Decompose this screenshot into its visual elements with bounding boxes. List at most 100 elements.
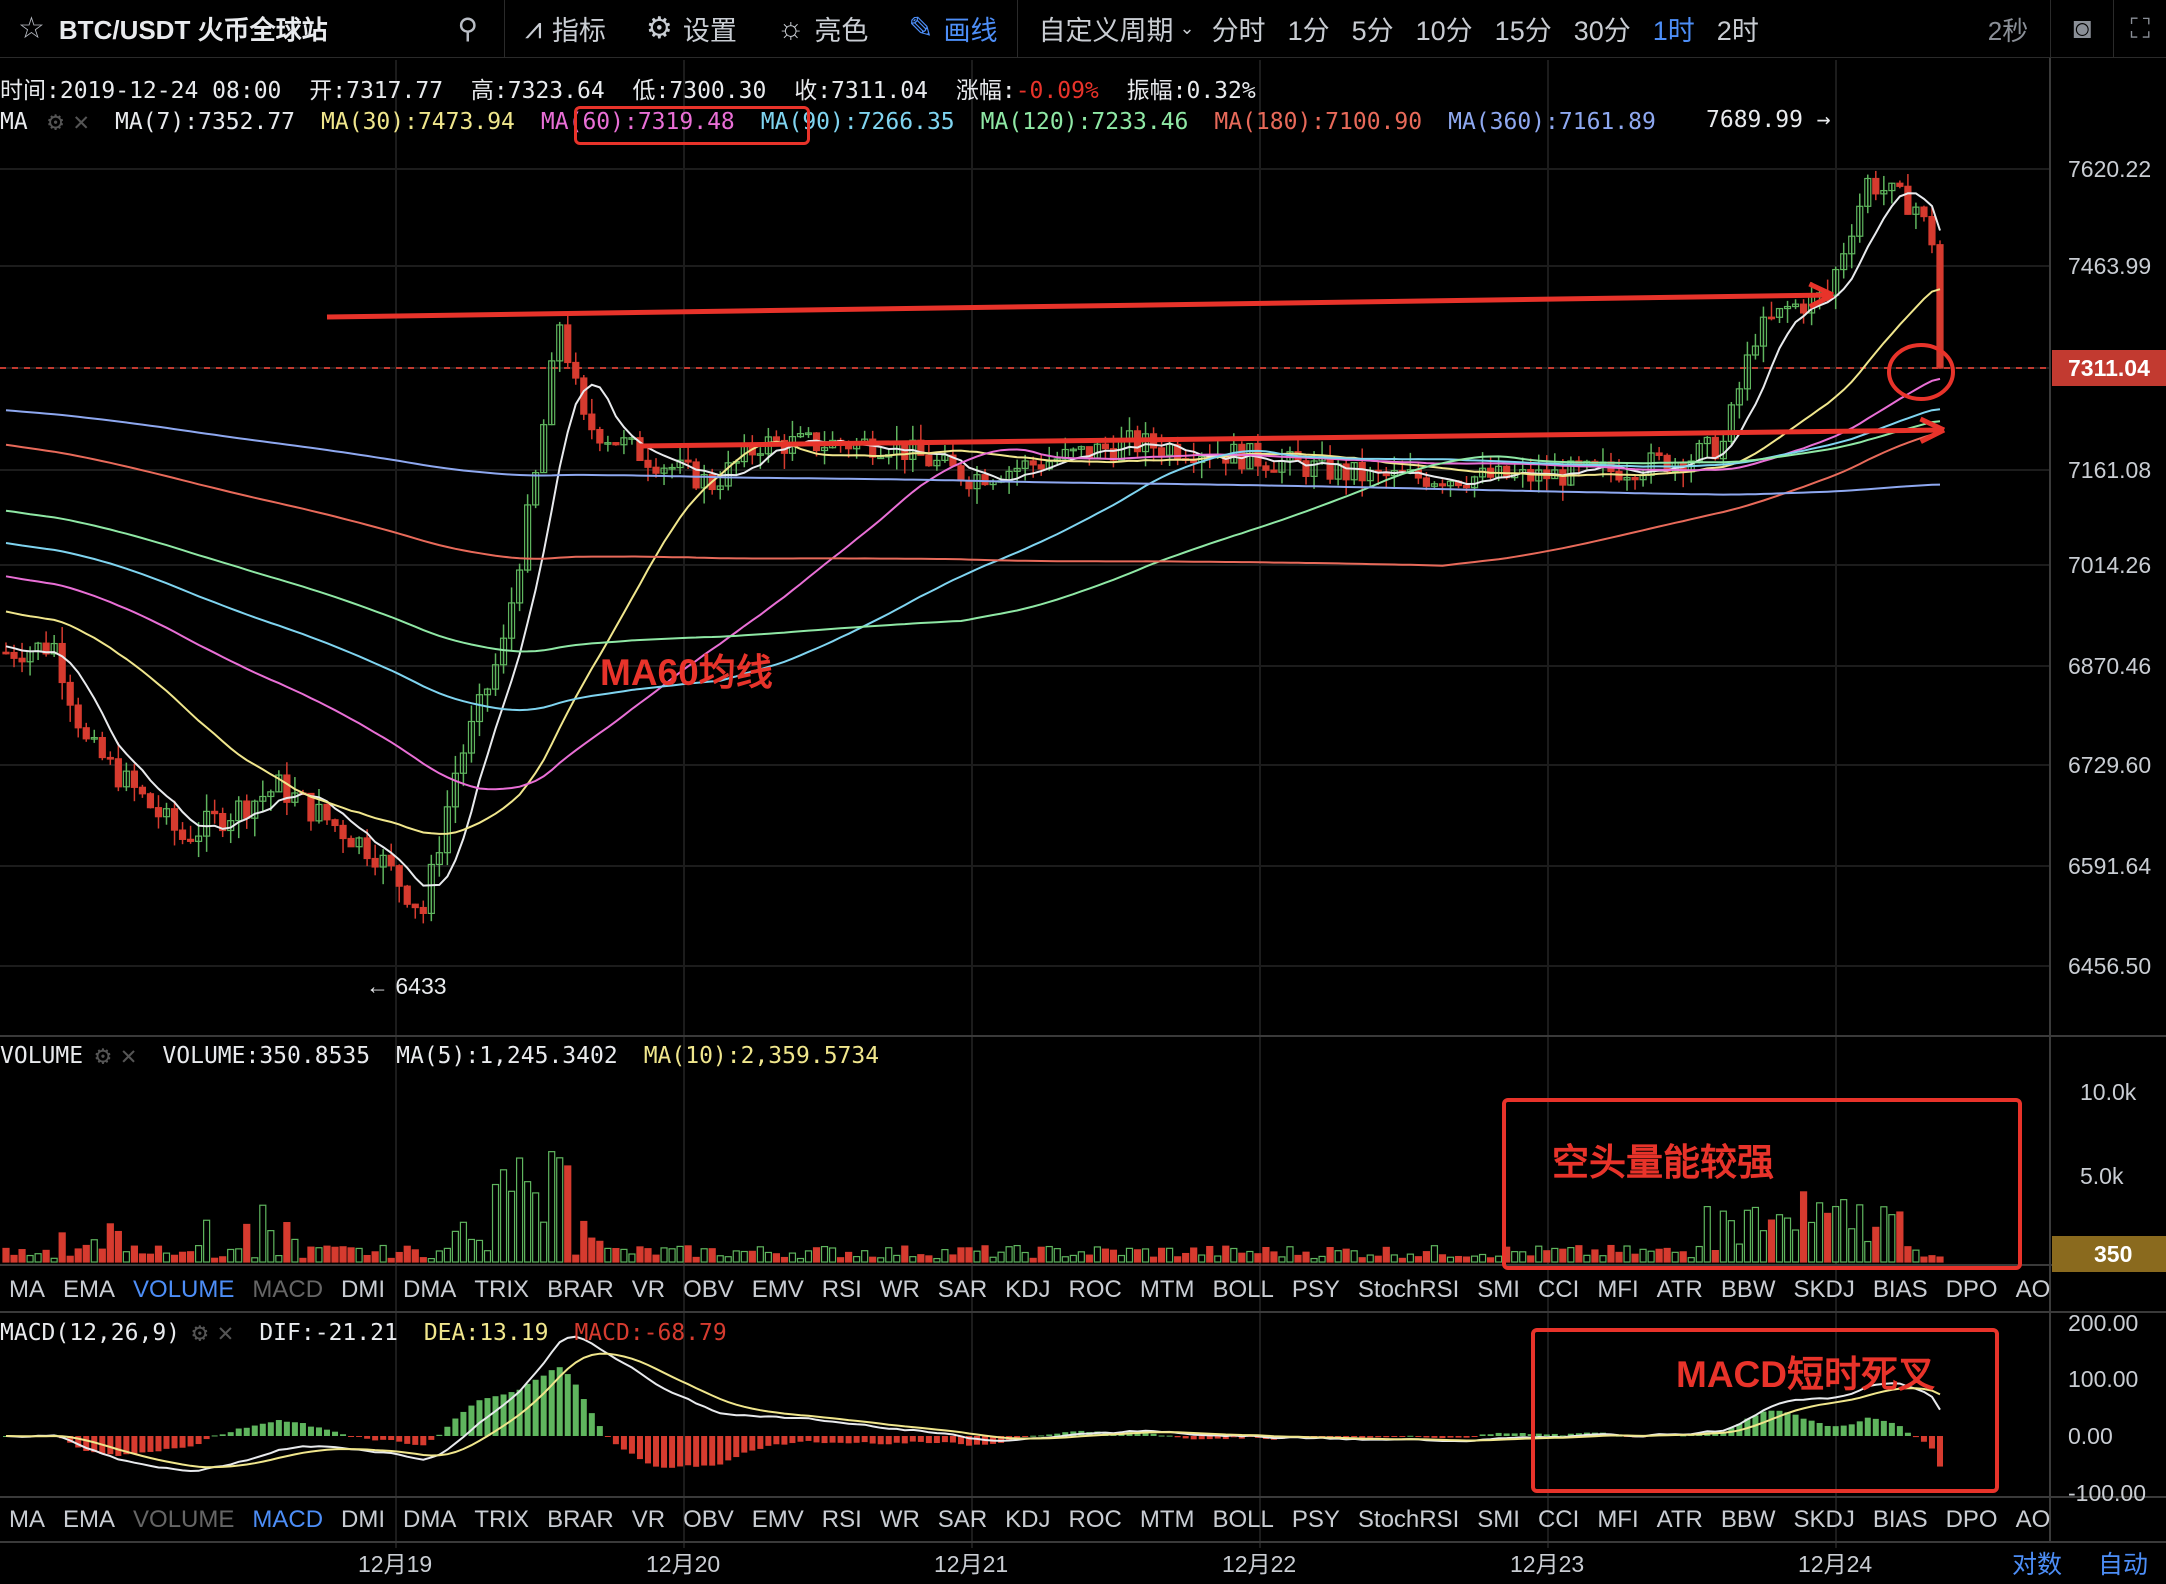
- indicator-tab-bias[interactable]: BIAS: [1872, 1506, 1928, 1533]
- indicator-tab-roc[interactable]: ROC: [1068, 1276, 1122, 1303]
- indicator-tab-dma[interactable]: DMA: [403, 1276, 457, 1303]
- theme-button[interactable]: ☼ 亮色: [757, 0, 889, 58]
- indicator-tab-atr[interactable]: ATR: [1656, 1276, 1703, 1303]
- candle-body: [403, 885, 411, 905]
- period-6[interactable]: 1时: [1652, 16, 1695, 46]
- gear-icon[interactable]: ⚙: [192, 1318, 208, 1348]
- indicator-tab-sar[interactable]: SAR: [937, 1276, 988, 1303]
- indicator-tab-vr[interactable]: VR: [631, 1506, 666, 1533]
- indicator-tab-stochrsi[interactable]: StochRSI: [1357, 1276, 1460, 1303]
- settings-button[interactable]: ⚙ 设置: [626, 0, 757, 58]
- macd-histogram-bar: [1928, 1436, 1935, 1449]
- indicator-tab-ao[interactable]: AO: [2015, 1276, 2051, 1303]
- period-0[interactable]: 分时: [1211, 16, 1266, 46]
- indicator-tab-volume[interactable]: VOLUME: [133, 1276, 235, 1303]
- indicator-tab-ao[interactable]: AO: [2015, 1506, 2051, 1533]
- volume-bar: [186, 1251, 195, 1263]
- indicator-tab-skdj[interactable]: SKDJ: [1793, 1506, 1855, 1533]
- volume-bar: [756, 1246, 764, 1263]
- indicator-tab-ema[interactable]: EMA: [63, 1276, 116, 1303]
- indicator-tab-brar[interactable]: BRAR: [547, 1506, 614, 1533]
- camera-icon[interactable]: ◙: [2073, 12, 2092, 45]
- indicator-tab-brar[interactable]: BRAR: [547, 1276, 614, 1303]
- period-4[interactable]: 15分: [1494, 16, 1552, 46]
- indicator-tab-psy[interactable]: PSY: [1291, 1506, 1340, 1533]
- indicator-tab-mfi[interactable]: MFI: [1597, 1506, 1639, 1533]
- indicator-tab-dpo[interactable]: DPO: [1945, 1276, 1998, 1303]
- indicator-tab-kdj[interactable]: KDJ: [1005, 1506, 1051, 1533]
- gear-icon[interactable]: ⚙: [95, 1041, 111, 1071]
- indicator-tab-macd[interactable]: MACD: [252, 1506, 324, 1533]
- price-axis-label: 7014.26: [2068, 552, 2151, 578]
- indicator-tab-obv[interactable]: OBV: [683, 1506, 734, 1533]
- indicator-tab-stochrsi[interactable]: StochRSI: [1357, 1506, 1460, 1533]
- candle-body: [1166, 443, 1174, 456]
- star-icon[interactable]: ☆: [18, 12, 45, 45]
- indicator-tab-mtm[interactable]: MTM: [1139, 1506, 1195, 1533]
- indicator-tab-mtm[interactable]: MTM: [1139, 1276, 1195, 1303]
- indicator-tab-atr[interactable]: ATR: [1656, 1506, 1703, 1533]
- search-icon[interactable]: ⚲: [457, 13, 478, 44]
- symbol-selector[interactable]: ☆ BTC/USDT 火币全球站 ⚲: [0, 0, 505, 58]
- gear-icon[interactable]: ⚙: [47, 107, 64, 137]
- indicator-tab-dmi[interactable]: DMI: [341, 1276, 386, 1303]
- fullscreen-icon[interactable]: ⛶: [2130, 12, 2150, 44]
- log-scale-button[interactable]: 对数: [2011, 1551, 2062, 1579]
- indicator-tab-kdj[interactable]: KDJ: [1005, 1276, 1051, 1303]
- volume-bar: [1462, 1256, 1471, 1263]
- indicator-tab-ema[interactable]: EMA: [63, 1506, 116, 1533]
- indicator-tab-sar[interactable]: SAR: [937, 1506, 988, 1533]
- indicator-tab-emv[interactable]: EMV: [751, 1276, 804, 1303]
- indicator-tab-dma[interactable]: DMA: [403, 1506, 457, 1533]
- indicator-tab-macd[interactable]: MACD: [252, 1276, 324, 1303]
- indicator-tab-psy[interactable]: PSY: [1291, 1276, 1340, 1303]
- price-axis-label: 6456.50: [2068, 953, 2151, 979]
- indicator-tab-trix[interactable]: TRIX: [474, 1276, 530, 1303]
- indicator-tab-cci[interactable]: CCI: [1537, 1276, 1580, 1303]
- indicator-tab-boll[interactable]: BOLL: [1212, 1276, 1274, 1303]
- indicator-tab-dpo[interactable]: DPO: [1945, 1506, 1998, 1533]
- period-3[interactable]: 10分: [1415, 16, 1473, 46]
- period-1[interactable]: 1分: [1287, 16, 1330, 46]
- indicator-tab-smi[interactable]: SMI: [1477, 1276, 1520, 1303]
- indicator-tab-bbw[interactable]: BBW: [1720, 1276, 1776, 1303]
- auto-scale-button[interactable]: 自动: [2097, 1551, 2148, 1579]
- indicator-tab-emv[interactable]: EMV: [751, 1506, 804, 1533]
- indicator-tab-volume[interactable]: VOLUME: [133, 1506, 235, 1533]
- indicators-button[interactable]: ⩘ 指标: [505, 0, 626, 58]
- volume-bar: [572, 1254, 580, 1263]
- indicator-tab-bias[interactable]: BIAS: [1872, 1276, 1928, 1303]
- indicator-tab-bbw[interactable]: BBW: [1720, 1506, 1776, 1533]
- indicator-tab-rsi[interactable]: RSI: [821, 1506, 862, 1533]
- close-icon[interactable]: ✕: [73, 107, 90, 137]
- period-5[interactable]: 30分: [1573, 16, 1631, 46]
- indicator-tab-rsi[interactable]: RSI: [821, 1276, 862, 1303]
- indicator-tab-dmi[interactable]: DMI: [341, 1506, 386, 1533]
- period-7[interactable]: 2时: [1716, 16, 1759, 46]
- indicator-tab-ma[interactable]: MA: [9, 1506, 45, 1533]
- indicator-tab-cci[interactable]: CCI: [1537, 1506, 1580, 1533]
- indicator-tab-skdj[interactable]: SKDJ: [1793, 1276, 1855, 1303]
- volume-bar: [1936, 1256, 1944, 1263]
- custom-period-button[interactable]: 自定义周期 ⌄: [1018, 0, 1200, 58]
- refresh-interval[interactable]: 2秒: [1987, 15, 2029, 46]
- volume-bar: [227, 1248, 235, 1263]
- volume-bar: [997, 1251, 1005, 1263]
- close-icon[interactable]: ✕: [120, 1041, 137, 1071]
- volume-bar: [933, 1257, 941, 1263]
- indicator-tab-ma[interactable]: MA: [9, 1276, 45, 1303]
- indicator-tab-vr[interactable]: VR: [631, 1276, 666, 1303]
- indicator-tab-obv[interactable]: OBV: [683, 1276, 734, 1303]
- indicator-tab-mfi[interactable]: MFI: [1597, 1276, 1639, 1303]
- close-icon[interactable]: ✕: [217, 1318, 234, 1348]
- draw-button[interactable]: ✎ 画线: [888, 0, 1017, 58]
- indicator-tab-boll[interactable]: BOLL: [1212, 1506, 1274, 1533]
- candle-body: [219, 812, 227, 832]
- indicator-tab-wr[interactable]: WR: [879, 1506, 920, 1533]
- indicator-tab-trix[interactable]: TRIX: [474, 1506, 530, 1533]
- period-2[interactable]: 5分: [1351, 16, 1394, 46]
- indicator-tab-wr[interactable]: WR: [879, 1276, 920, 1303]
- indicator-tab-roc[interactable]: ROC: [1068, 1506, 1122, 1533]
- indicator-tab-smi[interactable]: SMI: [1477, 1506, 1520, 1533]
